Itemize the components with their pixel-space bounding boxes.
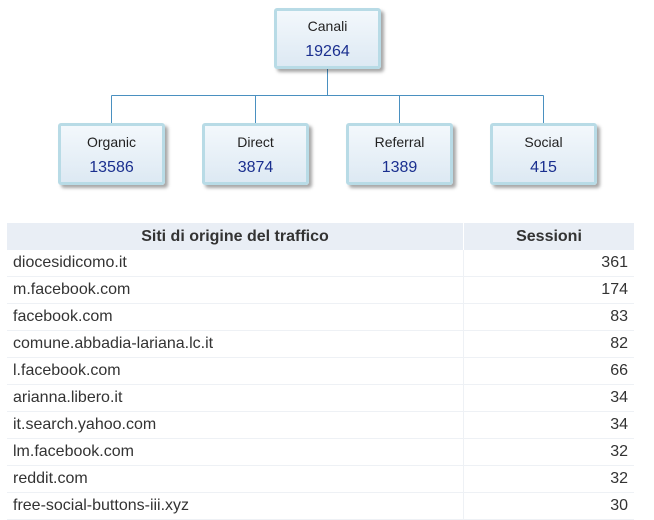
site-cell: lm.facebook.com	[7, 438, 464, 466]
table-row[interactable]: it.search.yahoo.com 34	[7, 411, 634, 439]
sessions-cell: 32	[463, 438, 634, 466]
table-row[interactable]: free-social-buttons-iii.xyz 30	[7, 492, 634, 520]
channel-value: 3874	[237, 159, 274, 176]
sessions-cell: 66	[463, 357, 634, 385]
table-header-row: Siti di origine del traffico Sessioni	[7, 223, 634, 250]
site-cell: comune.abbadia-lariana.lc.it	[7, 330, 464, 358]
channel-node-root[interactable]: Canali 19264	[274, 8, 381, 69]
traffic-sources-table: Siti di origine del traffico Sessioni di…	[7, 223, 634, 520]
table-row[interactable]: l.facebook.com 66	[7, 357, 634, 385]
channel-label: Social	[524, 134, 563, 150]
sessions-cell: 32	[463, 465, 634, 493]
site-cell: m.facebook.com	[7, 276, 464, 304]
channel-node-direct[interactable]: Direct 3874	[202, 123, 309, 185]
site-cell: reddit.com	[7, 465, 464, 493]
channel-node-referral[interactable]: Referral 1389	[346, 123, 453, 185]
channel-label: Organic	[86, 134, 137, 150]
sessions-cell: 361	[463, 250, 634, 277]
sessions-cell: 34	[463, 411, 634, 439]
sessions-cell: 30	[463, 492, 634, 520]
table-row[interactable]: facebook.com 83	[7, 303, 634, 331]
channel-value: 13586	[89, 159, 134, 176]
channel-label: Direct	[237, 134, 274, 150]
table-row[interactable]: diocesidicomo.it 361	[7, 250, 634, 277]
sessions-cell: 34	[463, 384, 634, 412]
channel-node-organic[interactable]: Organic 13586	[58, 123, 165, 185]
site-cell: free-social-buttons-iii.xyz	[7, 492, 464, 520]
sessions-cell: 83	[463, 303, 634, 331]
column-header-sessions[interactable]: Sessioni	[463, 223, 634, 250]
sessions-cell: 174	[463, 276, 634, 304]
channel-label: Referral	[374, 134, 425, 150]
channel-node-social[interactable]: Social 415	[490, 123, 597, 185]
channel-value: 1389	[381, 159, 418, 176]
site-cell: arianna.libero.it	[7, 384, 464, 412]
channel-label: Canali	[307, 18, 348, 34]
channel-value: 19264	[305, 43, 350, 60]
channel-value: 415	[530, 159, 557, 176]
table-row[interactable]: arianna.libero.it 34	[7, 384, 634, 412]
channel-tree-connectors	[111, 69, 544, 123]
table-row[interactable]: comune.abbadia-lariana.lc.it 82	[7, 330, 634, 358]
table-row[interactable]: m.facebook.com 174	[7, 276, 634, 304]
table-row[interactable]: lm.facebook.com 32	[7, 438, 634, 466]
column-header-site[interactable]: Siti di origine del traffico	[7, 223, 464, 250]
site-cell: l.facebook.com	[7, 357, 464, 385]
table-row[interactable]: reddit.com 32	[7, 465, 634, 493]
site-cell: it.search.yahoo.com	[7, 411, 464, 439]
site-cell: facebook.com	[7, 303, 464, 331]
site-cell: diocesidicomo.it	[7, 250, 464, 277]
sessions-cell: 82	[463, 330, 634, 358]
